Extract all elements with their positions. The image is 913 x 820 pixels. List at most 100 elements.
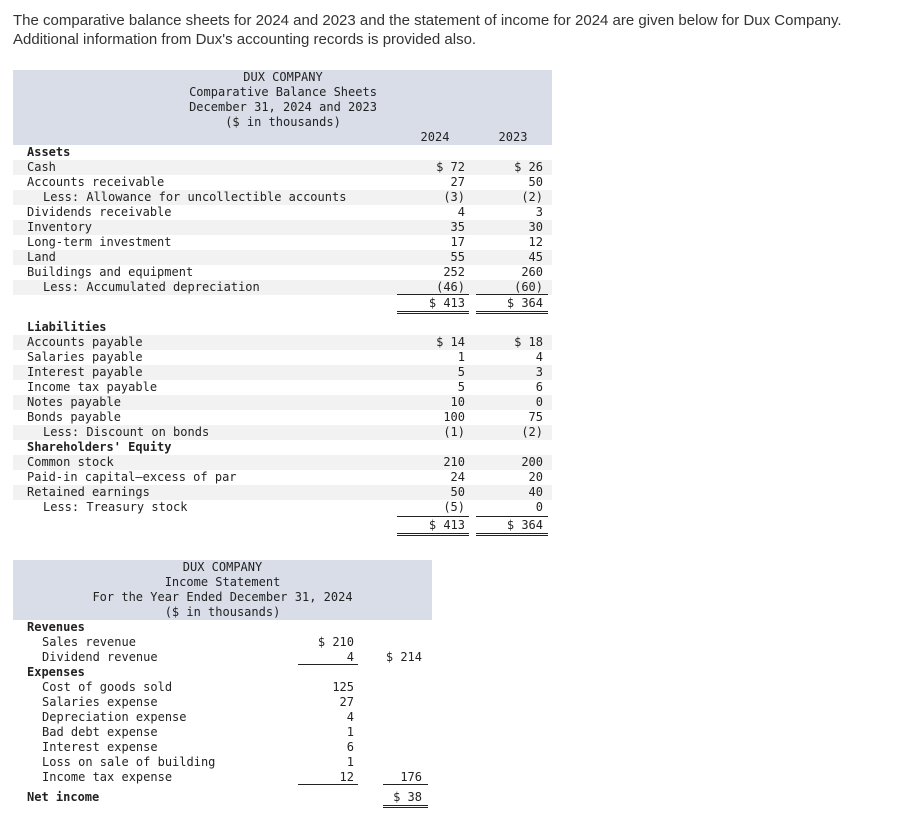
value-2024: (1) [443, 425, 465, 439]
line-item-label: Bonds payable [27, 410, 121, 424]
revenue-subtotal-rule [298, 664, 358, 665]
line-item-label: Long-term investment [27, 235, 172, 249]
value-2023: 45 [528, 250, 543, 264]
value-2024: 50 [450, 485, 465, 499]
line-item-label: Salaries payable [27, 350, 143, 364]
revenue-item-amount: 4 [346, 650, 354, 664]
value-2023: 12 [528, 235, 543, 249]
row-band [13, 250, 552, 265]
expense-item-label: Depreciation expense [42, 710, 187, 724]
net-income-amount: $ 38 [393, 790, 422, 804]
line-item-label: Buildings and equipment [27, 265, 194, 279]
value-2023: 3 [535, 365, 543, 379]
value-2023: 4 [535, 350, 543, 364]
line-item-label: Common stock [27, 455, 114, 469]
statement-date: December 31, 2024 and 2023 [189, 100, 377, 114]
statement-units: ($ in thousands) [225, 115, 341, 129]
expense-item-label: Loss on sale of building [42, 755, 216, 769]
value-2023: (2) [521, 190, 543, 204]
value-2024: 252 [443, 265, 465, 279]
value-2023: 6 [535, 380, 543, 394]
total-double-rule-2024 [397, 533, 469, 536]
row-band [13, 335, 552, 350]
value-2024: 5 [457, 365, 465, 379]
value-2023: 0 [535, 500, 543, 514]
net-income-label: Net income [27, 790, 100, 804]
value-2023: 3 [535, 205, 543, 219]
column-header-2023: 2023 [498, 130, 528, 144]
subtotal-rule-2023 [476, 516, 548, 517]
value-2024: 5 [457, 380, 465, 394]
expense-item-amount: 6 [346, 740, 354, 754]
expense-item-amount: 4 [346, 710, 354, 724]
line-item-label: Less: Allowance for uncollectible accoun… [43, 190, 347, 204]
liabilities-heading: Liabilities [27, 320, 107, 334]
subtotal-rule-2023 [476, 294, 548, 295]
expense-item-label: Interest expense [42, 740, 158, 754]
row-band [13, 485, 552, 500]
expense-item-label: Income tax expense [42, 770, 173, 784]
total-revenues: $ 214 [385, 650, 422, 664]
value-2024: 1 [457, 350, 465, 364]
total-assets-2024: $ 413 [428, 296, 465, 310]
value-2023: (2) [521, 425, 543, 439]
revenue-item-amount: $ 210 [317, 635, 354, 649]
row-band [13, 425, 552, 440]
revenue-item-label: Sales revenue [42, 635, 136, 649]
line-item-label: Paid-in capital—excess of par [27, 470, 237, 484]
value-2024: (46) [436, 280, 465, 294]
value-2024: 55 [450, 250, 465, 264]
expense-item-label: Cost of goods sold [42, 680, 173, 694]
expense-item-amount: 12 [339, 770, 354, 784]
statement-units: ($ in thousands) [164, 605, 281, 619]
total-expenses-rule [383, 784, 428, 785]
net-income-double-rule [383, 805, 428, 808]
column-header-2024: 2024 [420, 130, 450, 144]
line-item-label: Cash [27, 160, 56, 174]
total-liabilities-equity-2024: $ 413 [428, 518, 465, 532]
value-2023: 30 [528, 220, 543, 234]
expense-item-amount: 1 [346, 755, 354, 769]
expense-item-amount: 125 [332, 680, 354, 694]
value-2024: 10 [450, 395, 465, 409]
value-2024: (3) [443, 190, 465, 204]
value-2023: (60) [514, 280, 543, 294]
expense-item-amount: 27 [339, 695, 354, 709]
value-2023: 50 [528, 175, 543, 189]
statement-title: Income Statement [164, 575, 281, 589]
total-double-rule-2024 [397, 311, 469, 314]
intro-text: The comparative balance sheets for 2024 … [13, 12, 842, 48]
expense-item-label: Bad debt expense [42, 725, 158, 739]
assets-heading: Assets [27, 145, 71, 159]
line-item-label: Notes payable [27, 395, 121, 409]
value-2023: 260 [521, 265, 543, 279]
total-double-rule-2023 [476, 311, 548, 314]
row-band [13, 160, 552, 175]
value-2024: 4 [457, 205, 465, 219]
line-item-label: Land [27, 250, 56, 264]
line-item-label: Income tax payable [27, 380, 158, 394]
line-item-label: Inventory [27, 220, 93, 234]
line-item-label: Retained earnings [27, 485, 150, 499]
row-band [13, 395, 552, 410]
value-2024: (5) [443, 500, 465, 514]
value-2023: $ 18 [514, 335, 543, 349]
subtotal-rule-2024 [397, 516, 469, 517]
value-2023: 75 [528, 410, 543, 424]
expense-subtotal-rule [298, 784, 358, 785]
value-2024: 17 [450, 235, 465, 249]
statement-period: For the Year Ended December 31, 2024 [92, 590, 353, 604]
row-band [13, 365, 552, 380]
line-item-label: Accounts payable [27, 335, 143, 349]
value-2024: $ 14 [436, 335, 465, 349]
subtotal-rule-2024 [397, 294, 469, 295]
value-2024: 27 [450, 175, 465, 189]
line-item-label: Dividends receivable [27, 205, 172, 219]
value-2023: $ 26 [514, 160, 543, 174]
value-2024: 24 [450, 470, 465, 484]
expense-item-label: Salaries expense [42, 695, 158, 709]
value-2024: $ 72 [436, 160, 465, 174]
balance-sheet-header [13, 70, 552, 145]
total-expenses: 176 [400, 770, 422, 784]
row-band [13, 220, 552, 235]
